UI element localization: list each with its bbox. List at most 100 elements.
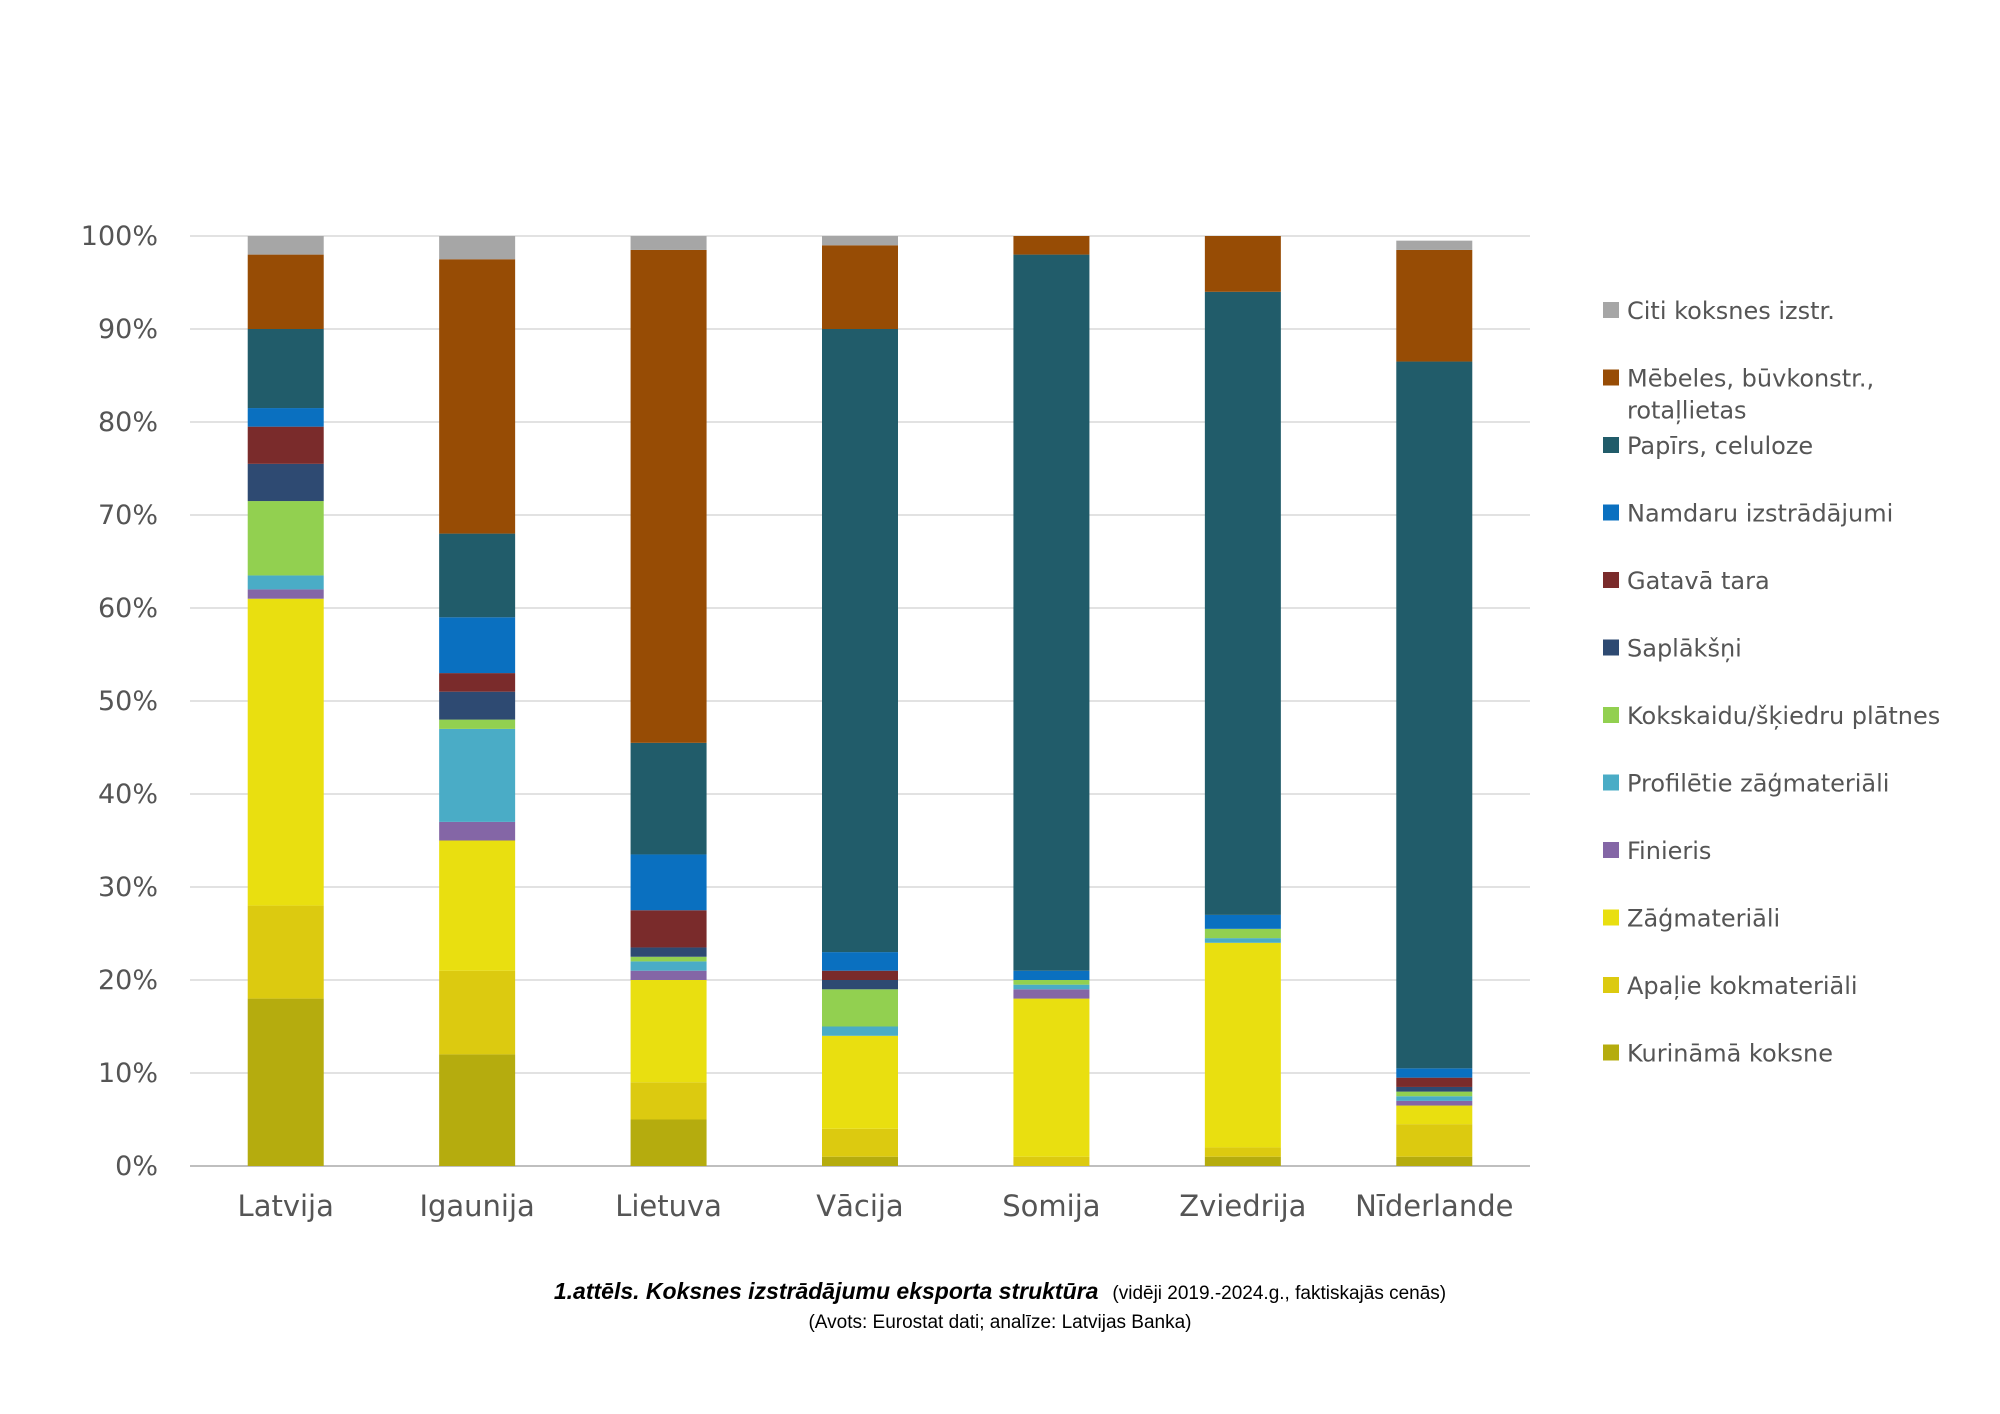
bar-segment [439,691,516,720]
caption-note: (vidēji 2019.-2024.g., faktiskajās cenās… [1112,1283,1447,1304]
bar-segment [1013,254,1090,971]
legend-swatch [1603,369,1619,386]
bar-segment [1013,970,1090,980]
bar-segment [1204,928,1281,939]
bar-segment [1204,942,1281,1148]
bar-segment [1396,1156,1473,1166]
bar-segment [1396,361,1473,1069]
bar-segment [630,1119,707,1166]
bar-segment [630,910,707,948]
x-category-label: Nīderlande [1355,1189,1513,1223]
bar-segment [247,598,324,906]
bars [247,236,1473,1166]
bar-segment [630,956,707,962]
bar-segment [439,840,516,971]
bar-segment [1204,938,1281,943]
bar-segment [1204,1147,1281,1157]
bar-segment [822,245,898,329]
x-category-label: Latvija [238,1189,334,1223]
legend-label: Kokskaidu/šķiedru plātnes [1627,702,1940,730]
bar-segment [630,249,707,743]
legend-label: Saplākšņi [1627,635,1742,663]
bar-segment [822,952,898,971]
bar-segment [1204,914,1281,929]
bar-segment [1396,1100,1473,1106]
x-category-label: Lietuva [615,1189,722,1223]
legend-label: Profilētie zāģmateriāli [1627,770,1889,798]
legend-label: Kurināmā koksne [1627,1040,1833,1068]
y-tick-label: 10% [98,1058,158,1089]
legend-label: Papīrs, celuloze [1627,432,1813,460]
bar-segment [439,970,516,1055]
bar-segment [247,589,324,599]
bar-segment [1204,236,1281,292]
bar-segment [630,947,707,957]
bar-segment [822,1156,898,1166]
bar-segment [630,980,707,1083]
y-tick-label: 80% [98,407,158,438]
bar-segment [439,821,516,841]
bar-segment [1396,1068,1473,1078]
bar-segment [1396,1091,1473,1097]
legend: Citi koksnes izstr. Mēbeles, būvkonstr., r… [1603,297,1940,1068]
bar-segment [247,236,324,255]
bar-segment [1204,1156,1281,1166]
bar-segment [630,1082,707,1120]
y-tick-label: 20% [98,965,158,996]
legend-swatch [1603,842,1619,858]
bar-segment [1013,980,1090,985]
legend-swatch [1603,774,1619,791]
bar-segment [439,617,516,674]
y-tick-label: 90% [98,314,158,345]
legend-swatch [1603,639,1619,656]
bar-segment [822,980,898,990]
bar-segment [247,426,324,464]
bar-segment [1396,240,1473,250]
x-category-label: Somija [1002,1189,1100,1223]
legend-swatch [1603,302,1619,318]
bar-segment [822,236,898,246]
bar-segment [822,329,898,953]
y-tick-label: 30% [98,872,158,903]
bar-segment [630,961,707,971]
y-tick-label: 60% [98,593,158,624]
legend-swatch [1603,1044,1619,1061]
legend-swatch [1603,572,1619,588]
legend-swatch [1603,977,1619,993]
bar-segment [822,989,898,1027]
bar-segment [1013,998,1090,1157]
bar-segment [439,259,516,534]
bar-segment [630,854,707,911]
bar-segment [630,236,707,250]
caption-source: (Avots: Eurostat dati; analīze: Latvijas… [808,1312,1192,1333]
bar-segment [439,533,516,618]
bar-segment [1013,236,1090,255]
bar-segment [822,970,898,980]
bar-segment [1013,1156,1090,1166]
bar-segment [247,329,324,409]
y-tick-label: 70% [98,500,158,531]
bar-segment [247,905,324,999]
legend-label: Mēbeles, būvkonstr., rotaļlietas [1627,365,1874,425]
bar-segment [1396,249,1473,362]
caption-title: 1.attēls. Koksnes izstrādājumu eksporta … [553,1278,1099,1304]
bar-segment [439,719,516,729]
x-category-label: Igaunija [419,1189,534,1223]
bar-segment [1013,984,1090,990]
bar-segment [247,408,324,427]
bar-segment [439,673,516,692]
y-axis-tick-labels: 0% 10% 20% 30% 40% 50% 60% 70% 80% 90% 100% [81,221,158,1182]
y-tick-label: 0% [115,1151,158,1182]
legend-label: Gatavā tara [1627,567,1770,595]
bar-segment [1013,989,1090,999]
bar-segment [1396,1096,1473,1101]
x-category-label: Vācija [816,1189,903,1223]
legend-label: Citi koksnes izstr. [1627,297,1835,325]
bar-segment [439,728,516,822]
bar-segment [630,742,707,855]
bar-segment [439,236,516,260]
bar-segment [247,463,324,502]
bar-segment [1396,1086,1473,1092]
legend-swatch [1603,909,1619,926]
